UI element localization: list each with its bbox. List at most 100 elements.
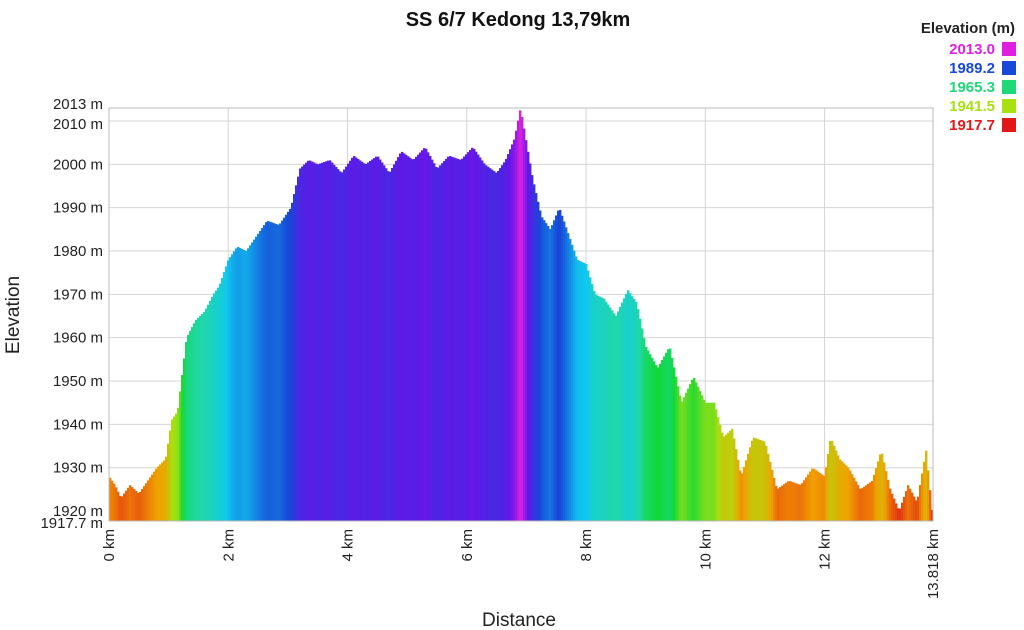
elevation-bar xyxy=(439,165,442,522)
elevation-bar xyxy=(215,290,218,521)
elevation-bar xyxy=(927,470,930,521)
elevation-bar xyxy=(513,139,516,521)
elevation-bar xyxy=(735,449,738,521)
elevation-bar xyxy=(297,176,300,521)
elevation-bar xyxy=(607,304,610,521)
elevation-bar xyxy=(249,245,252,521)
elevation-bar xyxy=(895,503,898,521)
legend-label: 1941.5 xyxy=(949,98,995,115)
elevation-bar xyxy=(543,220,546,521)
elevation-bar xyxy=(195,319,198,521)
elevation-bar xyxy=(435,166,438,521)
elevation-bar xyxy=(695,382,698,521)
elevation-bar xyxy=(887,479,890,521)
elevation-bar xyxy=(641,328,644,521)
elevation-bar xyxy=(123,493,126,521)
elevation-bar xyxy=(357,158,360,522)
elevation-bar xyxy=(441,163,444,521)
elevation-bar xyxy=(681,401,684,521)
elevation-bar xyxy=(373,158,376,521)
elevation-bar xyxy=(555,215,558,521)
elevation-bar xyxy=(803,480,806,521)
elevation-bar xyxy=(507,154,510,521)
elevation-bar xyxy=(271,222,274,522)
elevation-bar xyxy=(845,465,848,521)
elevation-bar xyxy=(177,407,180,521)
elevation-bar xyxy=(545,223,548,521)
elevation-bar xyxy=(707,402,710,521)
elevation-bar xyxy=(843,463,846,521)
elevation-bar xyxy=(647,350,650,521)
elevation-bar xyxy=(751,440,754,521)
elevation-bar xyxy=(353,156,356,522)
elevation-bar xyxy=(479,157,482,521)
elevation-bar xyxy=(161,462,164,521)
elevation-bar xyxy=(653,361,656,521)
legend-label: 2013.0 xyxy=(949,41,995,58)
elevation-bar xyxy=(693,378,696,521)
elevation-bar xyxy=(259,230,262,521)
elevation-bar xyxy=(729,430,732,521)
elevation-bar xyxy=(251,242,254,522)
elevation-bar xyxy=(605,301,608,521)
elevation-bar xyxy=(535,193,538,521)
elevation-bar xyxy=(307,160,310,521)
elevation-bar xyxy=(207,304,210,521)
elevation-bar xyxy=(281,220,284,521)
elevation-bar xyxy=(841,461,844,521)
elevation-bar xyxy=(241,248,244,521)
legend-label: 1917.7 xyxy=(949,117,995,134)
elevation-bar xyxy=(429,155,432,521)
chart-title: SS 6/7 Kedong 13,79km xyxy=(406,9,631,31)
elevation-bar xyxy=(505,158,508,521)
elevation-bar xyxy=(827,454,830,521)
elevation-bar xyxy=(715,409,718,521)
elevation-bar xyxy=(691,379,694,521)
elevation-bar xyxy=(561,215,564,522)
elevation-bar xyxy=(699,391,702,521)
legend-swatch xyxy=(1002,42,1016,56)
elevation-bar xyxy=(463,156,466,521)
elevation-bar xyxy=(709,402,712,521)
elevation-bar xyxy=(901,502,904,521)
elevation-bar xyxy=(487,166,490,521)
elevation-bar xyxy=(347,163,350,521)
elevation-bar xyxy=(825,467,828,521)
elevation-bar xyxy=(565,227,568,521)
elevation-bar xyxy=(593,290,596,521)
elevation-bar xyxy=(615,315,618,521)
elevation-bar xyxy=(777,488,780,521)
elevation-bar xyxy=(331,162,334,521)
elevation-bar xyxy=(269,221,272,521)
elevation-bar xyxy=(547,226,550,521)
elevation-bar xyxy=(587,270,590,521)
elevation-bar xyxy=(359,160,362,521)
elevation-bar xyxy=(135,490,138,521)
elevation-bar xyxy=(571,244,574,522)
elevation-bar xyxy=(493,171,496,521)
elevation-bar xyxy=(499,168,502,521)
elevation-bar xyxy=(419,152,422,521)
elevation-bar xyxy=(907,485,910,521)
elevation-bar xyxy=(871,480,874,521)
elevation-bar xyxy=(783,484,786,521)
elevation-bar xyxy=(635,301,638,521)
elevation-bar xyxy=(899,508,902,521)
elevation-bar xyxy=(897,508,900,521)
elevation-bar xyxy=(411,159,414,521)
elevation-area xyxy=(109,110,934,522)
elevation-bar xyxy=(771,469,774,521)
elevation-bar xyxy=(423,148,426,521)
elevation-bar xyxy=(453,157,456,521)
elevation-bar xyxy=(795,483,798,521)
elevation-bar xyxy=(401,151,404,521)
elevation-bar xyxy=(879,454,882,521)
elevation-bar xyxy=(719,424,722,521)
elevation-bar xyxy=(503,162,506,521)
elevation-bar xyxy=(747,453,750,521)
elevation-bar xyxy=(801,483,804,521)
elevation-bar xyxy=(417,154,420,522)
elevation-bar xyxy=(851,474,854,521)
elevation-bar xyxy=(369,161,372,521)
elevation-bar xyxy=(597,295,600,521)
